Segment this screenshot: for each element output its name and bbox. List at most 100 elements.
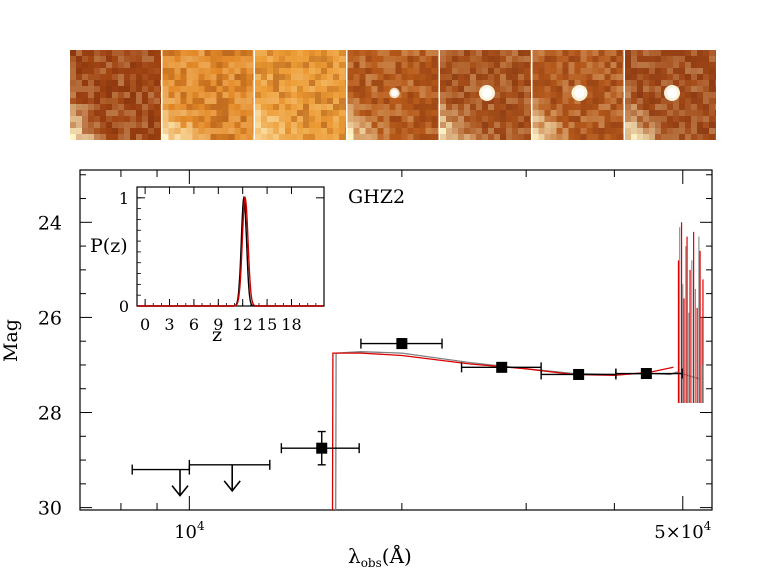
cutout-pixel xyxy=(345,122,346,128)
cutout-pixel xyxy=(321,50,327,56)
cutout-pixel xyxy=(285,56,291,62)
cutout-pixel xyxy=(506,86,512,92)
cutout-pixel xyxy=(446,116,452,122)
cutout-band-3 xyxy=(255,50,346,140)
cutout-pixel xyxy=(210,50,217,56)
cutout-pixel xyxy=(124,80,130,86)
cutout-pixel xyxy=(100,68,106,74)
cutout-pixel xyxy=(76,128,82,134)
cutout-pixel xyxy=(365,68,372,74)
cutout-pixel xyxy=(255,116,261,122)
cutout-pixel xyxy=(377,68,384,74)
cutout-pixel xyxy=(488,80,494,86)
cutout-pixel xyxy=(568,80,575,86)
cutout-pixel xyxy=(482,134,488,140)
cutout-pixel xyxy=(383,134,390,140)
cutout-pixel xyxy=(524,128,530,134)
cutout-pixel xyxy=(464,134,470,140)
cutout-pixel xyxy=(148,68,154,74)
cutout-pixel xyxy=(327,110,333,116)
cutout-pixel xyxy=(261,92,267,98)
cutout-pixel xyxy=(162,74,169,80)
cutout-pixel xyxy=(252,104,254,110)
cutout-pixel xyxy=(532,50,539,56)
cutout-pixel xyxy=(210,74,217,80)
cutout-pixel xyxy=(524,116,530,122)
cutout-pixel xyxy=(285,98,291,104)
cutout-pixel xyxy=(327,98,333,104)
cutout-pixel xyxy=(440,50,446,56)
cutout-pixel xyxy=(160,80,161,86)
cutout-pixel xyxy=(401,122,408,128)
cutout-pixel xyxy=(291,56,297,62)
cutout-pixel xyxy=(371,56,378,62)
cutout-pixel xyxy=(267,92,273,98)
cutout-pixel xyxy=(234,62,241,68)
inset-y-tick-label: 0 xyxy=(119,297,129,316)
cutout-pixel xyxy=(222,104,229,110)
cutout-pixel xyxy=(643,98,649,104)
cutout-pixel xyxy=(377,104,384,110)
cutout-pixel xyxy=(512,116,518,122)
cutout-pixel xyxy=(568,110,575,116)
cutout-pixel xyxy=(168,62,175,68)
cutout-pixel xyxy=(518,86,524,92)
cutout-pixel xyxy=(538,122,545,128)
cutout-pixel xyxy=(562,128,569,134)
cutout-pixel xyxy=(228,62,235,68)
cutout-pixel xyxy=(401,104,408,110)
cutout-pixel xyxy=(622,86,624,92)
cutout-pixel xyxy=(333,86,339,92)
cutout-pixel xyxy=(407,92,414,98)
cutout-pixel xyxy=(345,56,346,62)
cutout-pixel xyxy=(643,134,649,140)
cutout-pixel xyxy=(210,62,217,68)
cutout-pixel xyxy=(216,116,223,122)
cutout-pixel xyxy=(562,92,569,98)
cutout-pixel xyxy=(303,98,309,104)
cutout-pixel xyxy=(94,104,100,110)
cutout-pixel xyxy=(437,110,439,116)
cutout-pixel xyxy=(333,116,339,122)
cutout-pixel xyxy=(413,80,420,86)
cutout-pixel xyxy=(240,116,247,122)
cutout-pixel xyxy=(470,128,476,134)
cutout-pixel xyxy=(425,68,432,74)
cutout-pixel xyxy=(285,128,291,134)
cutout-pixel xyxy=(580,110,587,116)
cutout-pixel xyxy=(279,62,285,68)
cutout-pixel xyxy=(142,116,148,122)
cutout-pixel xyxy=(500,134,506,140)
inset-x-tick-label: 3 xyxy=(164,315,174,334)
cutout-pixel xyxy=(100,122,106,128)
cutout-pixel xyxy=(598,98,605,104)
cutout-pixel xyxy=(679,68,685,74)
cutout-pixel xyxy=(234,104,241,110)
cutout-pixel xyxy=(309,50,315,56)
cutout-pixel xyxy=(697,56,703,62)
cutout-pixel xyxy=(673,50,679,56)
cutout-pixel xyxy=(345,134,346,140)
cutout-pixel xyxy=(118,128,124,134)
cutout-pixel xyxy=(339,92,345,98)
cutout-pixel xyxy=(82,68,88,74)
cutout-pixel xyxy=(631,104,637,110)
cutout-pixel xyxy=(112,134,118,140)
cutout-pixel xyxy=(574,74,581,80)
cutout-pixel xyxy=(440,104,446,110)
cutout-pixel xyxy=(482,62,488,68)
cutout-pixel xyxy=(667,68,673,74)
cutout-pixel xyxy=(610,74,617,80)
cutout-pixel xyxy=(371,134,378,140)
cutout-pixel xyxy=(204,62,211,68)
cutout-pixel xyxy=(524,68,530,74)
cutout-pixel xyxy=(580,98,587,104)
inset-x-tick-label: 9 xyxy=(213,315,223,334)
cutout-pixel xyxy=(637,86,643,92)
cutout-pixel xyxy=(458,116,464,122)
cutout-pixel xyxy=(482,110,488,116)
cutout-pixel xyxy=(204,104,211,110)
cutout-pixel xyxy=(667,104,673,110)
cutout-pixel xyxy=(174,56,181,62)
cutout-pixel xyxy=(437,134,439,140)
